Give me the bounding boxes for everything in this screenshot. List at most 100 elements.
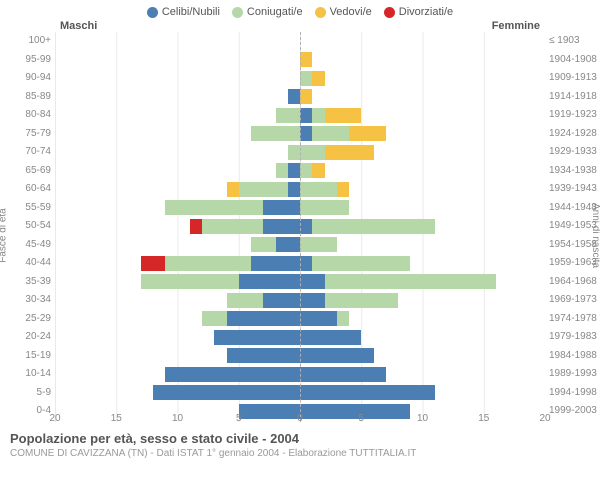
bar-segment (300, 145, 325, 160)
male-bar (55, 200, 300, 215)
birth-year-label: 1914-1918 (549, 88, 600, 107)
birth-year-label: 1959-1963 (549, 254, 600, 273)
bar-segment (227, 311, 301, 326)
birth-year-label: 1979-1983 (549, 328, 600, 347)
male-bar (55, 52, 300, 67)
bar-segment (300, 219, 312, 234)
age-group-label: 90-94 (0, 69, 51, 88)
bar-segment (300, 385, 435, 400)
birth-year-label: 1969-1973 (549, 291, 600, 310)
age-group-label: 30-34 (0, 291, 51, 310)
birth-year-label: ≤ 1903 (549, 32, 600, 51)
bar-segment (325, 293, 399, 308)
female-bar (300, 108, 545, 123)
bar-segment (300, 126, 312, 141)
bar-segment (141, 256, 166, 271)
female-bar (300, 293, 545, 308)
bars-viewport (55, 32, 545, 422)
bar-segment (263, 293, 300, 308)
female-bar (300, 385, 545, 400)
bar-segment (251, 126, 300, 141)
birth-year-label: 1964-1968 (549, 273, 600, 292)
y-axis-right-labels: ≤ 19031904-19081909-19131914-19181919-19… (545, 32, 600, 421)
bar-segment (300, 163, 312, 178)
bar-segment (251, 256, 300, 271)
birth-year-label: 1989-1993 (549, 365, 600, 384)
bar-segment (325, 108, 362, 123)
bar-segment (300, 330, 361, 345)
x-tick-label: 20 (539, 413, 550, 424)
bar-segment (300, 256, 312, 271)
bar-segment (300, 71, 312, 86)
center-line (300, 32, 301, 422)
bar-segment (300, 52, 312, 67)
male-bar (55, 385, 300, 400)
bar-segment (153, 385, 300, 400)
female-bar (300, 52, 545, 67)
male-bar (55, 367, 300, 382)
bar-segment (165, 200, 263, 215)
birth-year-label: 1909-1913 (549, 69, 600, 88)
female-bar (300, 219, 545, 234)
birth-year-label: 1939-1943 (549, 180, 600, 199)
x-axis-ticks: 201510505101520 (55, 413, 545, 427)
bar-segment (300, 108, 312, 123)
age-group-label: 50-54 (0, 217, 51, 236)
age-group-label: 65-69 (0, 162, 51, 181)
female-bar (300, 200, 545, 215)
male-bar (55, 293, 300, 308)
x-tick-label: 20 (49, 413, 60, 424)
male-bar (55, 145, 300, 160)
bar-segment (288, 182, 300, 197)
legend-swatch (315, 7, 326, 18)
bar-segment (227, 293, 264, 308)
birth-year-label: 1984-1988 (549, 347, 600, 366)
legend-swatch (147, 7, 158, 18)
age-group-label: 25-29 (0, 310, 51, 329)
population-pyramid-chart: Celibi/NubiliConiugati/eVedovi/eDivorzia… (0, 0, 600, 500)
male-bar (55, 89, 300, 104)
bar-segment (312, 219, 435, 234)
bar-segment (300, 182, 337, 197)
legend-swatch (384, 7, 395, 18)
male-bar (55, 71, 300, 86)
age-group-label: 75-79 (0, 125, 51, 144)
bar-segment (312, 71, 324, 86)
birth-year-label: 1934-1938 (549, 162, 600, 181)
male-bar (55, 237, 300, 252)
age-group-label: 85-89 (0, 88, 51, 107)
x-tick-label: 15 (111, 413, 122, 424)
age-group-label: 80-84 (0, 106, 51, 125)
bar-segment (325, 274, 497, 289)
female-bar (300, 89, 545, 104)
x-tick-label: 15 (478, 413, 489, 424)
male-bar (55, 163, 300, 178)
age-group-label: 15-19 (0, 347, 51, 366)
bar-segment (349, 126, 386, 141)
age-group-label: 70-74 (0, 143, 51, 162)
bar-segment (276, 108, 301, 123)
bar-segment (300, 293, 325, 308)
age-group-label: 10-14 (0, 365, 51, 384)
legend: Celibi/NubiliConiugati/eVedovi/eDivorzia… (0, 0, 600, 20)
age-group-label: 45-49 (0, 236, 51, 255)
x-tick-label: 10 (417, 413, 428, 424)
legend-swatch (232, 7, 243, 18)
age-group-label: 55-59 (0, 199, 51, 218)
bar-segment (227, 182, 239, 197)
birth-year-label: 1999-2003 (549, 402, 600, 421)
birth-year-label: 1929-1933 (549, 143, 600, 162)
bar-segment (312, 163, 324, 178)
age-group-label: 20-24 (0, 328, 51, 347)
female-bar (300, 274, 545, 289)
female-bar (300, 256, 545, 271)
legend-label: Coniugati/e (247, 6, 303, 18)
bar-segment (288, 89, 300, 104)
male-bar (55, 219, 300, 234)
x-tick-label: 5 (358, 413, 364, 424)
legend-item: Coniugati/e (232, 6, 303, 18)
side-labels: Maschi Femmine (0, 20, 600, 32)
birth-year-label: 1924-1928 (549, 125, 600, 144)
birth-year-label: 1949-1953 (549, 217, 600, 236)
age-group-label: 35-39 (0, 273, 51, 292)
